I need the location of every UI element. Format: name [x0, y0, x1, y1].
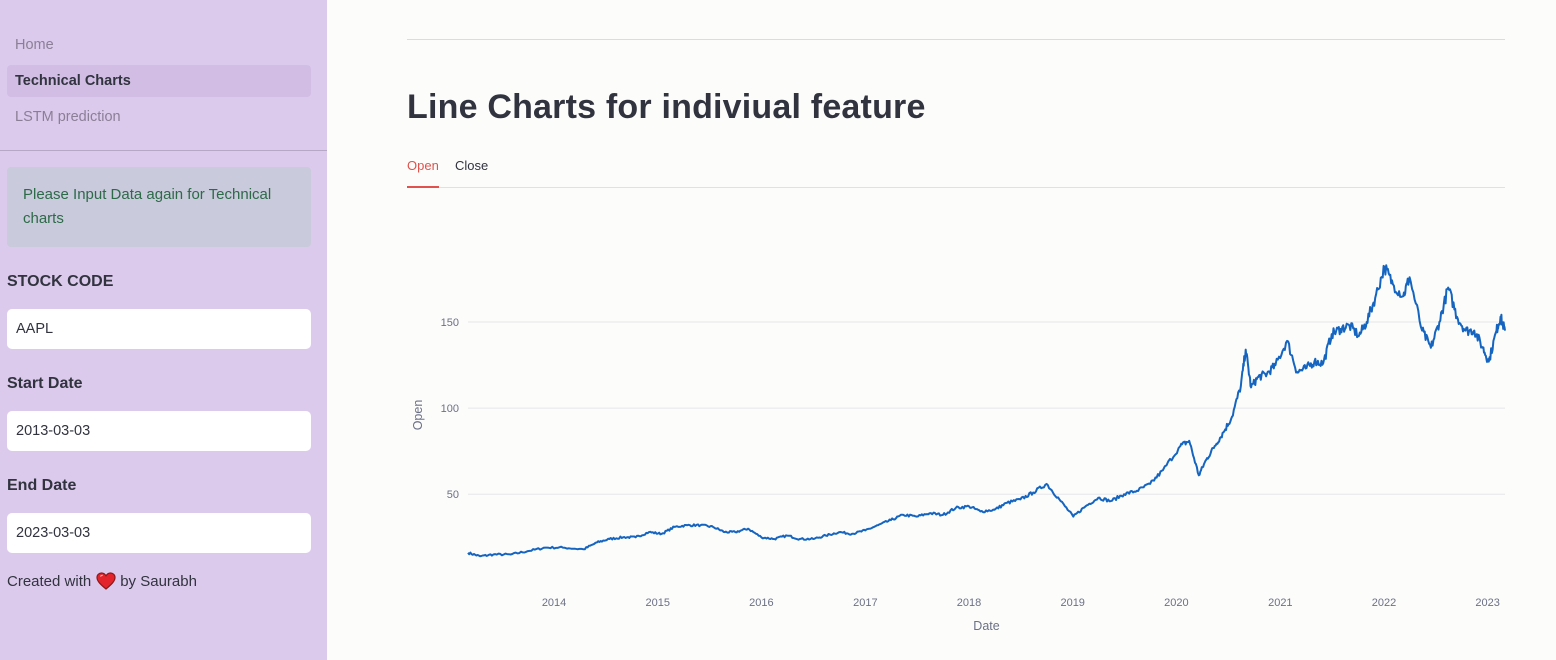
- series-line-open: [467, 264, 1506, 558]
- tab-close[interactable]: Close: [455, 158, 489, 173]
- x-tick-label: 2016: [749, 597, 773, 609]
- open-line-chart[interactable]: 50 100 150 2014 2015 2016 2017 2018 2019 2020 2021…: [400, 250, 1515, 640]
- credit-prefix: Created with: [7, 572, 92, 590]
- y-tick-label: 150: [441, 317, 459, 329]
- x-axis-title: Date: [973, 619, 999, 633]
- x-tick-label: 2021: [1268, 597, 1292, 609]
- credit-line: Created with by Saurabh: [7, 572, 197, 590]
- y-tick-label: 100: [441, 403, 459, 415]
- nav-item-technical-charts[interactable]: Technical Charts: [7, 65, 311, 97]
- start-date-label: Start Date: [7, 375, 83, 392]
- tabs-baseline: [407, 187, 1505, 188]
- page-title: Line Charts for indiviual feature: [407, 88, 926, 126]
- end-date-input[interactable]: 2023-03-03: [7, 513, 311, 553]
- stock-code-label: STOCK CODE: [7, 273, 114, 290]
- stock-code-input[interactable]: AAPL: [7, 309, 311, 349]
- x-tick-label: 2015: [645, 597, 669, 609]
- start-date-input[interactable]: 2013-03-03: [7, 411, 311, 451]
- x-tick-label: 2018: [957, 597, 981, 609]
- x-tick-label: 2020: [1164, 597, 1188, 609]
- active-tab-indicator: [407, 186, 439, 188]
- y-tick-label: 50: [447, 489, 459, 501]
- nav-item-home[interactable]: Home: [15, 37, 54, 53]
- nav-item-lstm-prediction[interactable]: LSTM prediction: [15, 109, 121, 125]
- top-divider: [407, 39, 1505, 40]
- info-alert: Please Input Data again for Technical ch…: [7, 167, 311, 247]
- x-tick-label: 2019: [1060, 597, 1084, 609]
- tab-open[interactable]: Open: [407, 158, 439, 173]
- heart-icon: [96, 572, 116, 590]
- y-axis-title: Open: [411, 400, 425, 431]
- sidebar: Home Technical Charts LSTM prediction Pl…: [0, 0, 327, 660]
- sidebar-divider: [0, 150, 327, 151]
- x-tick-label: 2022: [1372, 597, 1396, 609]
- credit-suffix: by Saurabh: [120, 572, 197, 590]
- x-tick-label: 2014: [542, 597, 566, 609]
- x-tick-label: 2023: [1475, 597, 1499, 609]
- x-tick-label: 2017: [853, 597, 877, 609]
- end-date-label: End Date: [7, 477, 77, 494]
